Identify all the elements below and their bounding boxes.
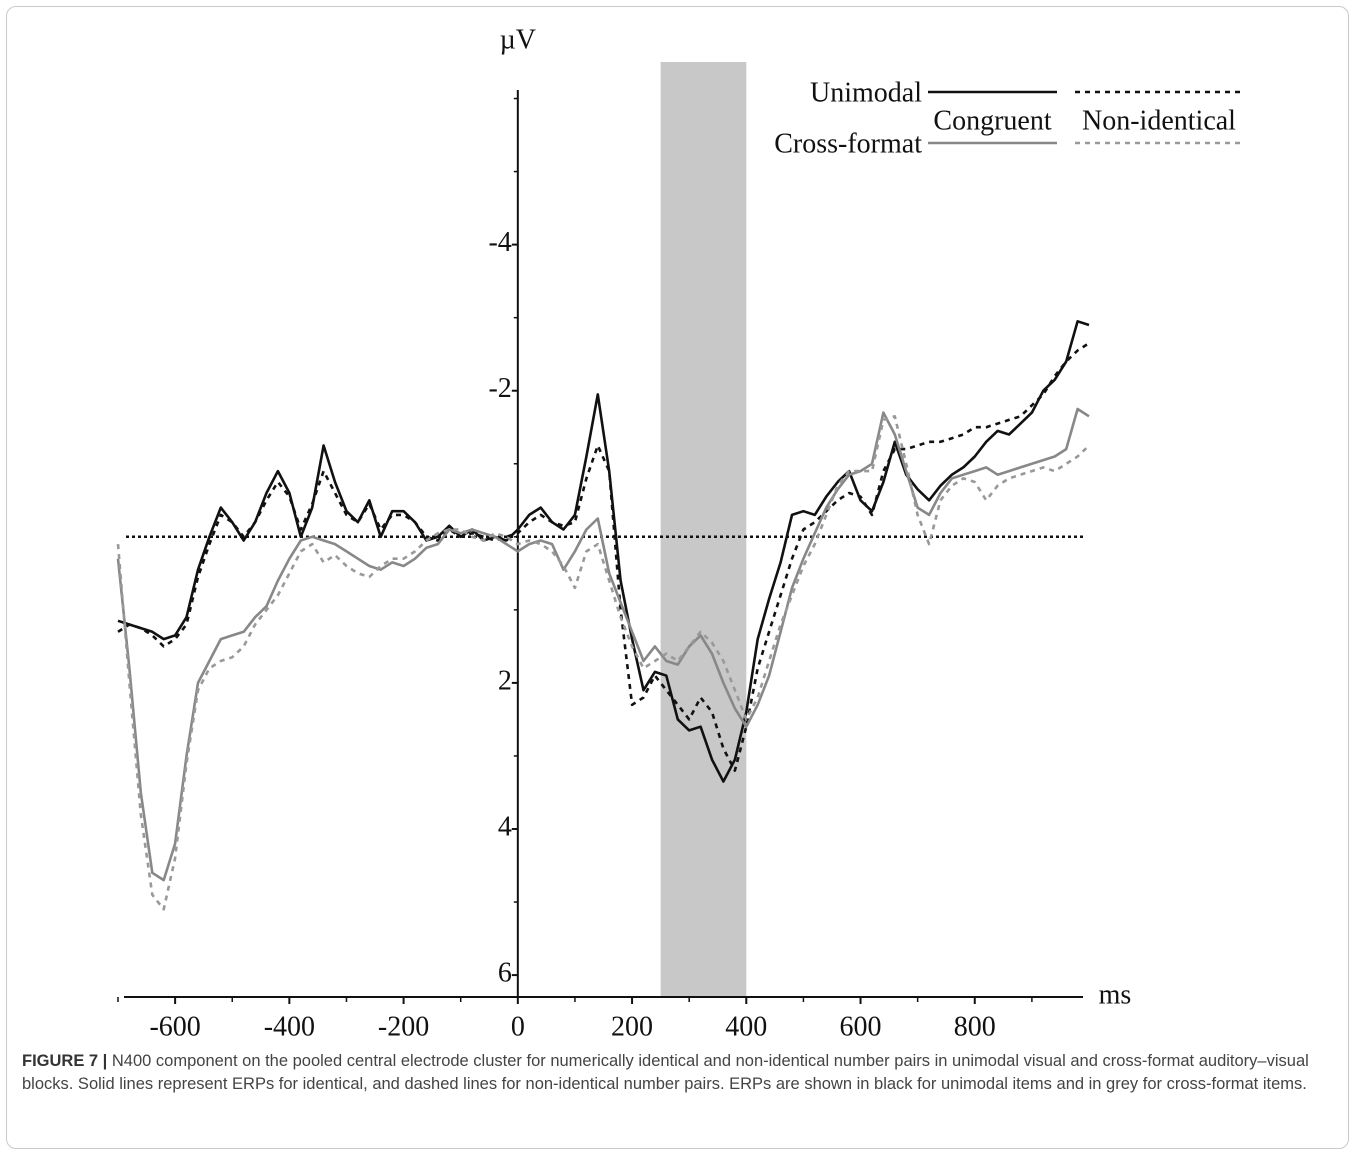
- figure-frame: [6, 6, 1349, 1149]
- highlight-band: [660, 62, 747, 997]
- caption: FIGURE 7 | N400 component on the pooled …: [22, 1050, 1340, 1096]
- y-tick-label: 6: [498, 958, 512, 989]
- x-tick-label: 200: [611, 1011, 653, 1042]
- x-tick-label: 0: [511, 1011, 525, 1042]
- x-tick-label: -400: [264, 1011, 315, 1042]
- x-tick-label: 400: [725, 1011, 767, 1042]
- y-tick-label: -2: [488, 373, 511, 404]
- series-line: [116, 415, 1090, 911]
- legend-column-label: Congruent: [933, 105, 1051, 136]
- x-tick-label: -200: [378, 1011, 429, 1042]
- series-line: [117, 342, 1090, 772]
- y-tick-label: 2: [498, 665, 512, 696]
- x-tick-label: 800: [954, 1011, 996, 1042]
- legend-row-label: Unimodal: [810, 77, 922, 108]
- chart: -600 -400 -200 0 200 400 600 800 -4 -2 2 4 6 µV ms Unim…: [116, 24, 1243, 1042]
- y-tick-label: -4: [488, 227, 511, 258]
- x-axis-label: ms: [1099, 979, 1132, 1010]
- x-tick-label: 600: [840, 1011, 882, 1042]
- series-line: [116, 407, 1090, 882]
- x-tick-label: -600: [149, 1011, 200, 1042]
- caption-text: N400 component on the pooled central ele…: [22, 1052, 1309, 1093]
- legend-column-label: Non-identical: [1082, 105, 1236, 136]
- series-line: [117, 320, 1090, 783]
- legend-row-label: Cross-format: [774, 128, 922, 159]
- y-tick-label: 4: [498, 811, 512, 842]
- caption-label: FIGURE 7 |: [22, 1052, 108, 1070]
- y-axis-label: µV: [500, 24, 536, 55]
